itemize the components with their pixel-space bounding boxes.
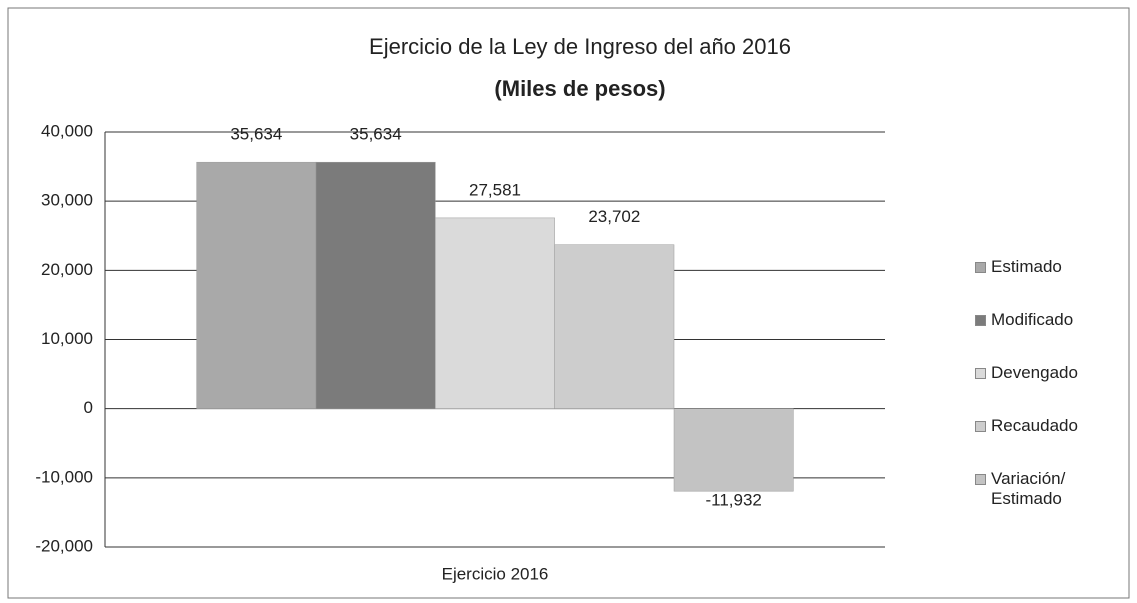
y-tick-label: 10,000 [41,329,93,348]
bar [554,244,675,409]
legend-item: Devengado [975,363,1095,383]
legend-item: Variación/ Estimado [975,469,1095,509]
legend-swatch [975,262,986,273]
legend-label: Variación/ Estimado [991,469,1066,508]
legend-swatch [975,368,986,379]
legend-label: Devengado [991,363,1078,382]
legend-swatch [975,474,986,485]
legend-swatch [975,315,986,326]
y-tick-label: 40,000 [41,121,93,140]
data-label: 27,581 [469,180,521,199]
legend-label: Estimado [991,257,1062,276]
legend-label: Recaudado [991,416,1078,435]
x-tick-label: Ejercicio 2016 [442,564,549,583]
bar [435,217,555,409]
legend-swatch [975,421,986,432]
chart-title: Ejercicio de la Ley de Ingreso del año 2… [369,34,791,59]
legend-label: Modificado [991,310,1074,329]
y-tick-label: -20,000 [35,536,93,555]
y-tick-label: -10,000 [35,467,93,486]
chart-subtitle: (Miles de pesos) [494,76,665,101]
bar [673,408,794,492]
frame [7,7,1130,599]
bar [196,161,317,409]
legend-item: Recaudado [975,416,1095,436]
legend-item: Estimado [975,257,1095,277]
data-label: 35,634 [230,125,282,144]
data-label: 35,634 [350,125,402,144]
y-tick-label: 0 [84,398,93,417]
y-tick-label: 30,000 [41,191,93,210]
data-label: -11,932 [705,491,761,510]
data-label: 23,702 [588,207,640,226]
bar [315,161,436,409]
y-tick-label: 20,000 [41,260,93,279]
legend-item: Modificado [975,310,1095,330]
